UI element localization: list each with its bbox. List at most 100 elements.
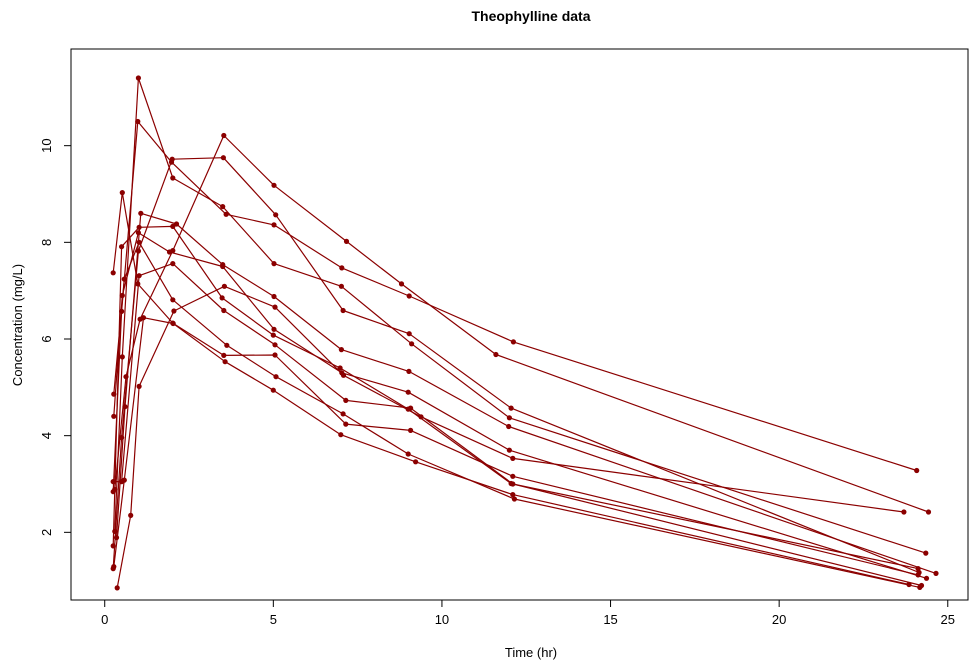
data-point (271, 182, 277, 188)
data-point (170, 320, 176, 326)
series (112, 75, 929, 556)
data-point (170, 297, 176, 303)
series-group (110, 75, 939, 591)
series-line (112, 157, 920, 574)
data-point (340, 411, 346, 417)
x-tick-label: 5 (270, 612, 277, 627)
x-tick-label: 25 (941, 612, 955, 627)
data-point (510, 473, 516, 479)
x-tick-label: 15 (603, 612, 617, 627)
data-point (406, 331, 412, 337)
data-point (128, 512, 134, 519)
y-tick-label: 10 (39, 138, 54, 152)
data-point (343, 397, 349, 403)
data-point (170, 261, 176, 267)
data-point (343, 238, 350, 244)
data-point (398, 281, 405, 287)
data-point (114, 585, 120, 591)
data-point (220, 262, 226, 268)
data-point (510, 455, 516, 461)
data-point (170, 248, 176, 254)
data-point (119, 308, 125, 314)
series-line (113, 241, 920, 588)
data-point (271, 261, 277, 267)
data-point (405, 389, 411, 395)
data-point (408, 427, 414, 433)
x-axis: 0 5 10 15 20 25 (101, 599, 955, 627)
series-line (113, 317, 910, 586)
data-point (171, 308, 177, 314)
data-point (508, 405, 514, 411)
data-point (510, 492, 516, 498)
data-point (409, 341, 415, 347)
series-line (115, 212, 937, 574)
data-point (338, 283, 344, 289)
series-line (112, 120, 917, 492)
data-point (110, 489, 116, 495)
data-point (119, 190, 125, 196)
data-point (270, 332, 276, 338)
data-point (511, 496, 517, 502)
data-point (135, 248, 141, 254)
plot-frame (70, 48, 969, 601)
series (114, 283, 907, 591)
data-point (272, 342, 278, 348)
data-point (119, 354, 125, 360)
data-point (221, 132, 227, 139)
data-point (337, 365, 343, 371)
data-point (493, 351, 499, 358)
series (110, 118, 920, 495)
data-point (933, 570, 939, 577)
y-axis: 2 4 6 8 10 (39, 138, 72, 536)
series-line (116, 285, 904, 589)
data-point (906, 581, 912, 588)
data-point (338, 432, 344, 438)
data-point (136, 273, 142, 279)
series (110, 190, 921, 578)
data-point (222, 359, 228, 365)
data-point (221, 283, 227, 289)
data-point (169, 156, 175, 162)
data-point (170, 175, 176, 181)
data-point (135, 281, 141, 287)
y-tick-label: 4 (39, 432, 54, 439)
data-point (271, 293, 277, 300)
data-point (173, 221, 180, 227)
y-tick-label: 6 (39, 335, 54, 342)
x-tick-label: 0 (101, 612, 108, 627)
data-point (340, 372, 347, 378)
data-point (917, 584, 923, 591)
series (110, 261, 921, 572)
data-point (406, 293, 412, 299)
data-point (923, 575, 930, 581)
x-tick-label: 10 (435, 612, 449, 627)
data-point (338, 347, 344, 353)
data-point (138, 210, 144, 216)
data-point (223, 211, 229, 217)
series-line (114, 77, 926, 554)
data-point (506, 447, 512, 453)
data-point (136, 383, 142, 389)
data-point (272, 304, 278, 310)
series-line (114, 134, 929, 513)
data-point (340, 307, 346, 314)
series (112, 132, 932, 515)
chart-title: Theophylline data (471, 8, 590, 24)
y-tick-label: 8 (39, 239, 54, 246)
data-point (915, 566, 921, 572)
data-point (111, 391, 117, 397)
data-point (406, 368, 412, 374)
x-axis-label: Time (hr) (505, 645, 557, 660)
y-axis-label: Concentration (mg/L) (10, 264, 25, 386)
series (111, 239, 923, 591)
data-point (343, 421, 349, 427)
data-point (273, 212, 279, 218)
data-point (925, 509, 932, 515)
series-line (113, 263, 919, 570)
data-point (135, 118, 141, 125)
data-point (271, 222, 277, 228)
data-point (221, 307, 227, 314)
data-point (224, 342, 230, 348)
data-point (119, 244, 125, 250)
data-point (273, 374, 279, 380)
